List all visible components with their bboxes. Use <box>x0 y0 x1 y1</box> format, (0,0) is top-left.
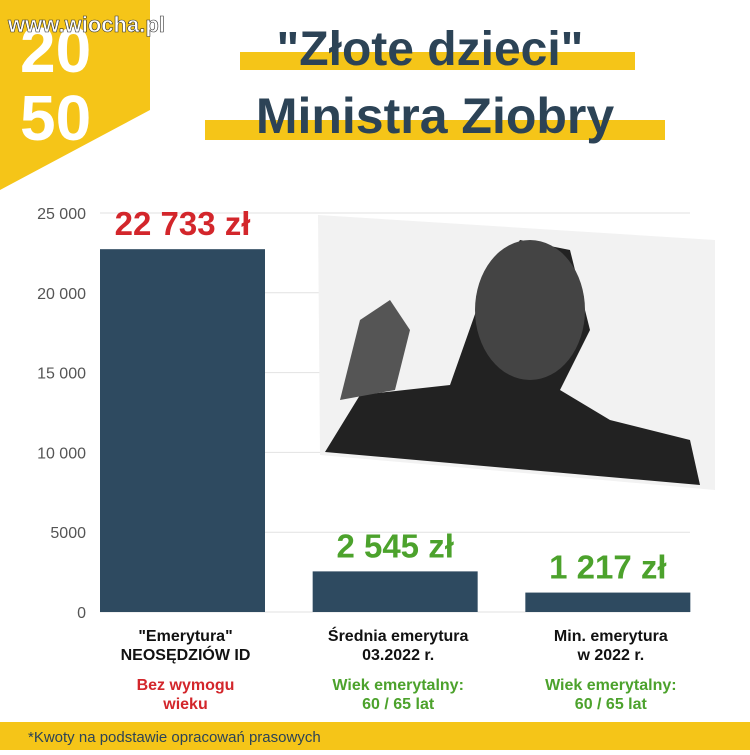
footer-band <box>0 722 750 750</box>
category-note: 60 / 65 lat <box>362 696 435 713</box>
category-note: Wiek emerytalny: <box>545 677 676 694</box>
value-label: 1 217 zł <box>549 549 666 586</box>
category-note: Bez wymogu <box>137 677 235 694</box>
y-tick-label: 10 000 <box>37 445 86 462</box>
chart-title: "Złote dzieci" <box>277 23 584 76</box>
value-label: 2 545 zł <box>336 527 453 564</box>
y-tick-label: 25 000 <box>37 206 86 223</box>
x-tick-label: Średnia emerytura <box>328 626 469 645</box>
title-highlight <box>240 52 635 70</box>
watermark: www.wiocha.pl <box>7 12 165 37</box>
y-tick-label: 15 000 <box>37 366 86 383</box>
footnote: *Kwoty na podstawie opracowań prasowych <box>28 729 321 746</box>
x-tick-label: NEOSĘDZIÓW ID <box>121 645 251 664</box>
x-tick-label: w 2022 r. <box>576 647 644 664</box>
title-highlight <box>205 120 665 140</box>
x-tick-label: Min. emerytura <box>554 628 668 645</box>
photo <box>318 215 715 490</box>
value-label: 22 733 zł <box>115 205 251 242</box>
category-note: wieku <box>162 696 207 713</box>
chart-title: Ministra Ziobry <box>256 88 615 144</box>
logo-text: 20 <box>20 14 91 86</box>
y-tick-label: 20 000 <box>37 286 86 303</box>
x-tick-label: "Emerytura" <box>138 628 232 645</box>
logo-shape <box>0 0 150 190</box>
y-tick-label: 0 <box>77 605 86 622</box>
category-note: Wiek emerytalny: <box>332 677 463 694</box>
category-note: 60 / 65 lat <box>575 696 648 713</box>
bar <box>525 592 691 612</box>
y-tick-label: 5000 <box>50 525 86 542</box>
x-tick-label: 03.2022 r. <box>362 647 434 664</box>
bar <box>100 249 265 612</box>
bar <box>312 571 478 612</box>
logo-text: 50 <box>20 82 91 154</box>
